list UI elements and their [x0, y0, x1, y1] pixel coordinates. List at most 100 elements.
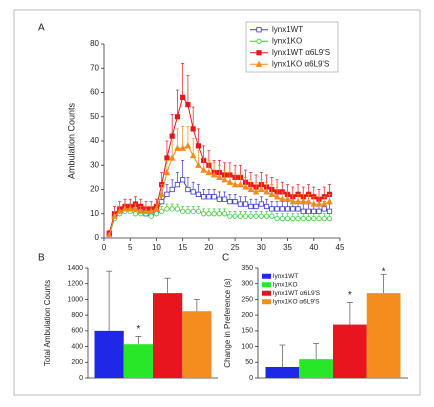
marker — [263, 213, 270, 219]
y-tick-label: 80 — [90, 39, 99, 48]
y-tick-label: 0 — [249, 375, 253, 382]
marker — [326, 197, 333, 205]
significance-mark: * — [136, 324, 140, 335]
marker — [237, 201, 243, 207]
marker — [326, 208, 333, 214]
marker — [256, 50, 262, 56]
marker — [195, 191, 201, 197]
y-tick-label: 50 — [90, 112, 99, 121]
y-tick-label: 350 — [241, 265, 253, 272]
marker — [232, 213, 238, 219]
marker — [295, 206, 301, 212]
marker — [159, 199, 165, 205]
marker — [195, 161, 202, 168]
marker — [174, 114, 181, 120]
marker — [256, 27, 262, 33]
legend-swatch — [262, 273, 271, 279]
marker — [184, 142, 192, 149]
legend-label: lynx1KO α6L9'S — [273, 298, 320, 305]
marker — [180, 177, 186, 183]
marker — [253, 213, 259, 219]
marker — [195, 208, 201, 214]
y-tick-label: 200 — [241, 312, 253, 319]
marker — [142, 207, 150, 214]
marker — [247, 185, 255, 193]
marker — [305, 208, 312, 214]
marker — [121, 205, 129, 212]
marker — [211, 211, 217, 217]
marker — [153, 205, 160, 212]
marker — [263, 188, 270, 195]
marker — [206, 211, 212, 217]
marker — [180, 208, 186, 214]
marker — [316, 216, 322, 222]
legend-label: lynx1KO α6L9'S — [272, 59, 329, 68]
marker — [132, 211, 139, 217]
x-tick-label: 0 — [102, 243, 107, 252]
legend: lynx1WT lynx1KO lynx1WT α6L9'S lynx1KO α6L9… — [245, 21, 339, 73]
marker — [164, 155, 170, 161]
y-tick-label: 250 — [241, 296, 253, 303]
y-tick-label: 10 — [90, 209, 99, 218]
x-tick-label: 10 — [152, 243, 161, 252]
marker — [195, 143, 201, 149]
marker — [211, 194, 217, 200]
bar — [299, 359, 333, 378]
marker — [158, 190, 165, 197]
marker — [163, 168, 171, 176]
x-tick-label: 5 — [128, 243, 133, 252]
marker — [164, 206, 170, 212]
legend-swatch — [262, 282, 271, 288]
bar — [182, 311, 212, 378]
y-tick-label: 100 — [241, 343, 253, 350]
marker — [252, 188, 260, 195]
marker — [222, 211, 228, 217]
marker — [174, 182, 181, 188]
marker — [295, 216, 301, 222]
y-axis-title: Change in Preference (s) — [223, 278, 232, 368]
marker — [305, 216, 312, 222]
marker — [316, 208, 322, 214]
marker — [227, 213, 233, 219]
marker — [242, 201, 249, 207]
marker — [216, 196, 222, 202]
marker — [242, 183, 249, 190]
marker — [221, 176, 228, 183]
marker — [232, 199, 238, 205]
x-tick-label: 40 — [309, 243, 318, 252]
marker — [111, 212, 118, 219]
marker — [148, 213, 154, 219]
y-axis-title: Total Ambulation Counts — [43, 280, 52, 366]
y-tick-label: 200 — [71, 359, 83, 366]
marker — [311, 208, 317, 214]
marker — [205, 168, 213, 176]
y-axis-title: Ambulation Counts — [66, 102, 76, 179]
marker — [321, 206, 327, 212]
legend-label: lynx1KO — [273, 281, 298, 288]
marker — [126, 205, 134, 212]
marker — [210, 171, 218, 178]
marker — [180, 94, 186, 100]
marker — [190, 189, 196, 195]
marker — [137, 207, 144, 214]
x-tick-label: 25 — [231, 243, 240, 252]
marker — [284, 195, 291, 202]
y-tick-label: 400 — [71, 343, 83, 350]
marker — [274, 206, 280, 212]
marker — [132, 205, 139, 212]
marker — [258, 201, 264, 207]
y-tick-label: 300 — [241, 281, 253, 288]
marker — [200, 166, 207, 173]
marker — [273, 193, 281, 200]
marker — [174, 144, 181, 151]
marker — [169, 206, 175, 212]
marker — [311, 216, 317, 222]
marker — [216, 211, 222, 217]
marker — [321, 200, 328, 207]
marker — [263, 203, 270, 210]
y-tick-label: 0 — [79, 375, 83, 382]
marker — [185, 208, 191, 214]
marker — [284, 216, 291, 222]
marker — [315, 200, 323, 207]
